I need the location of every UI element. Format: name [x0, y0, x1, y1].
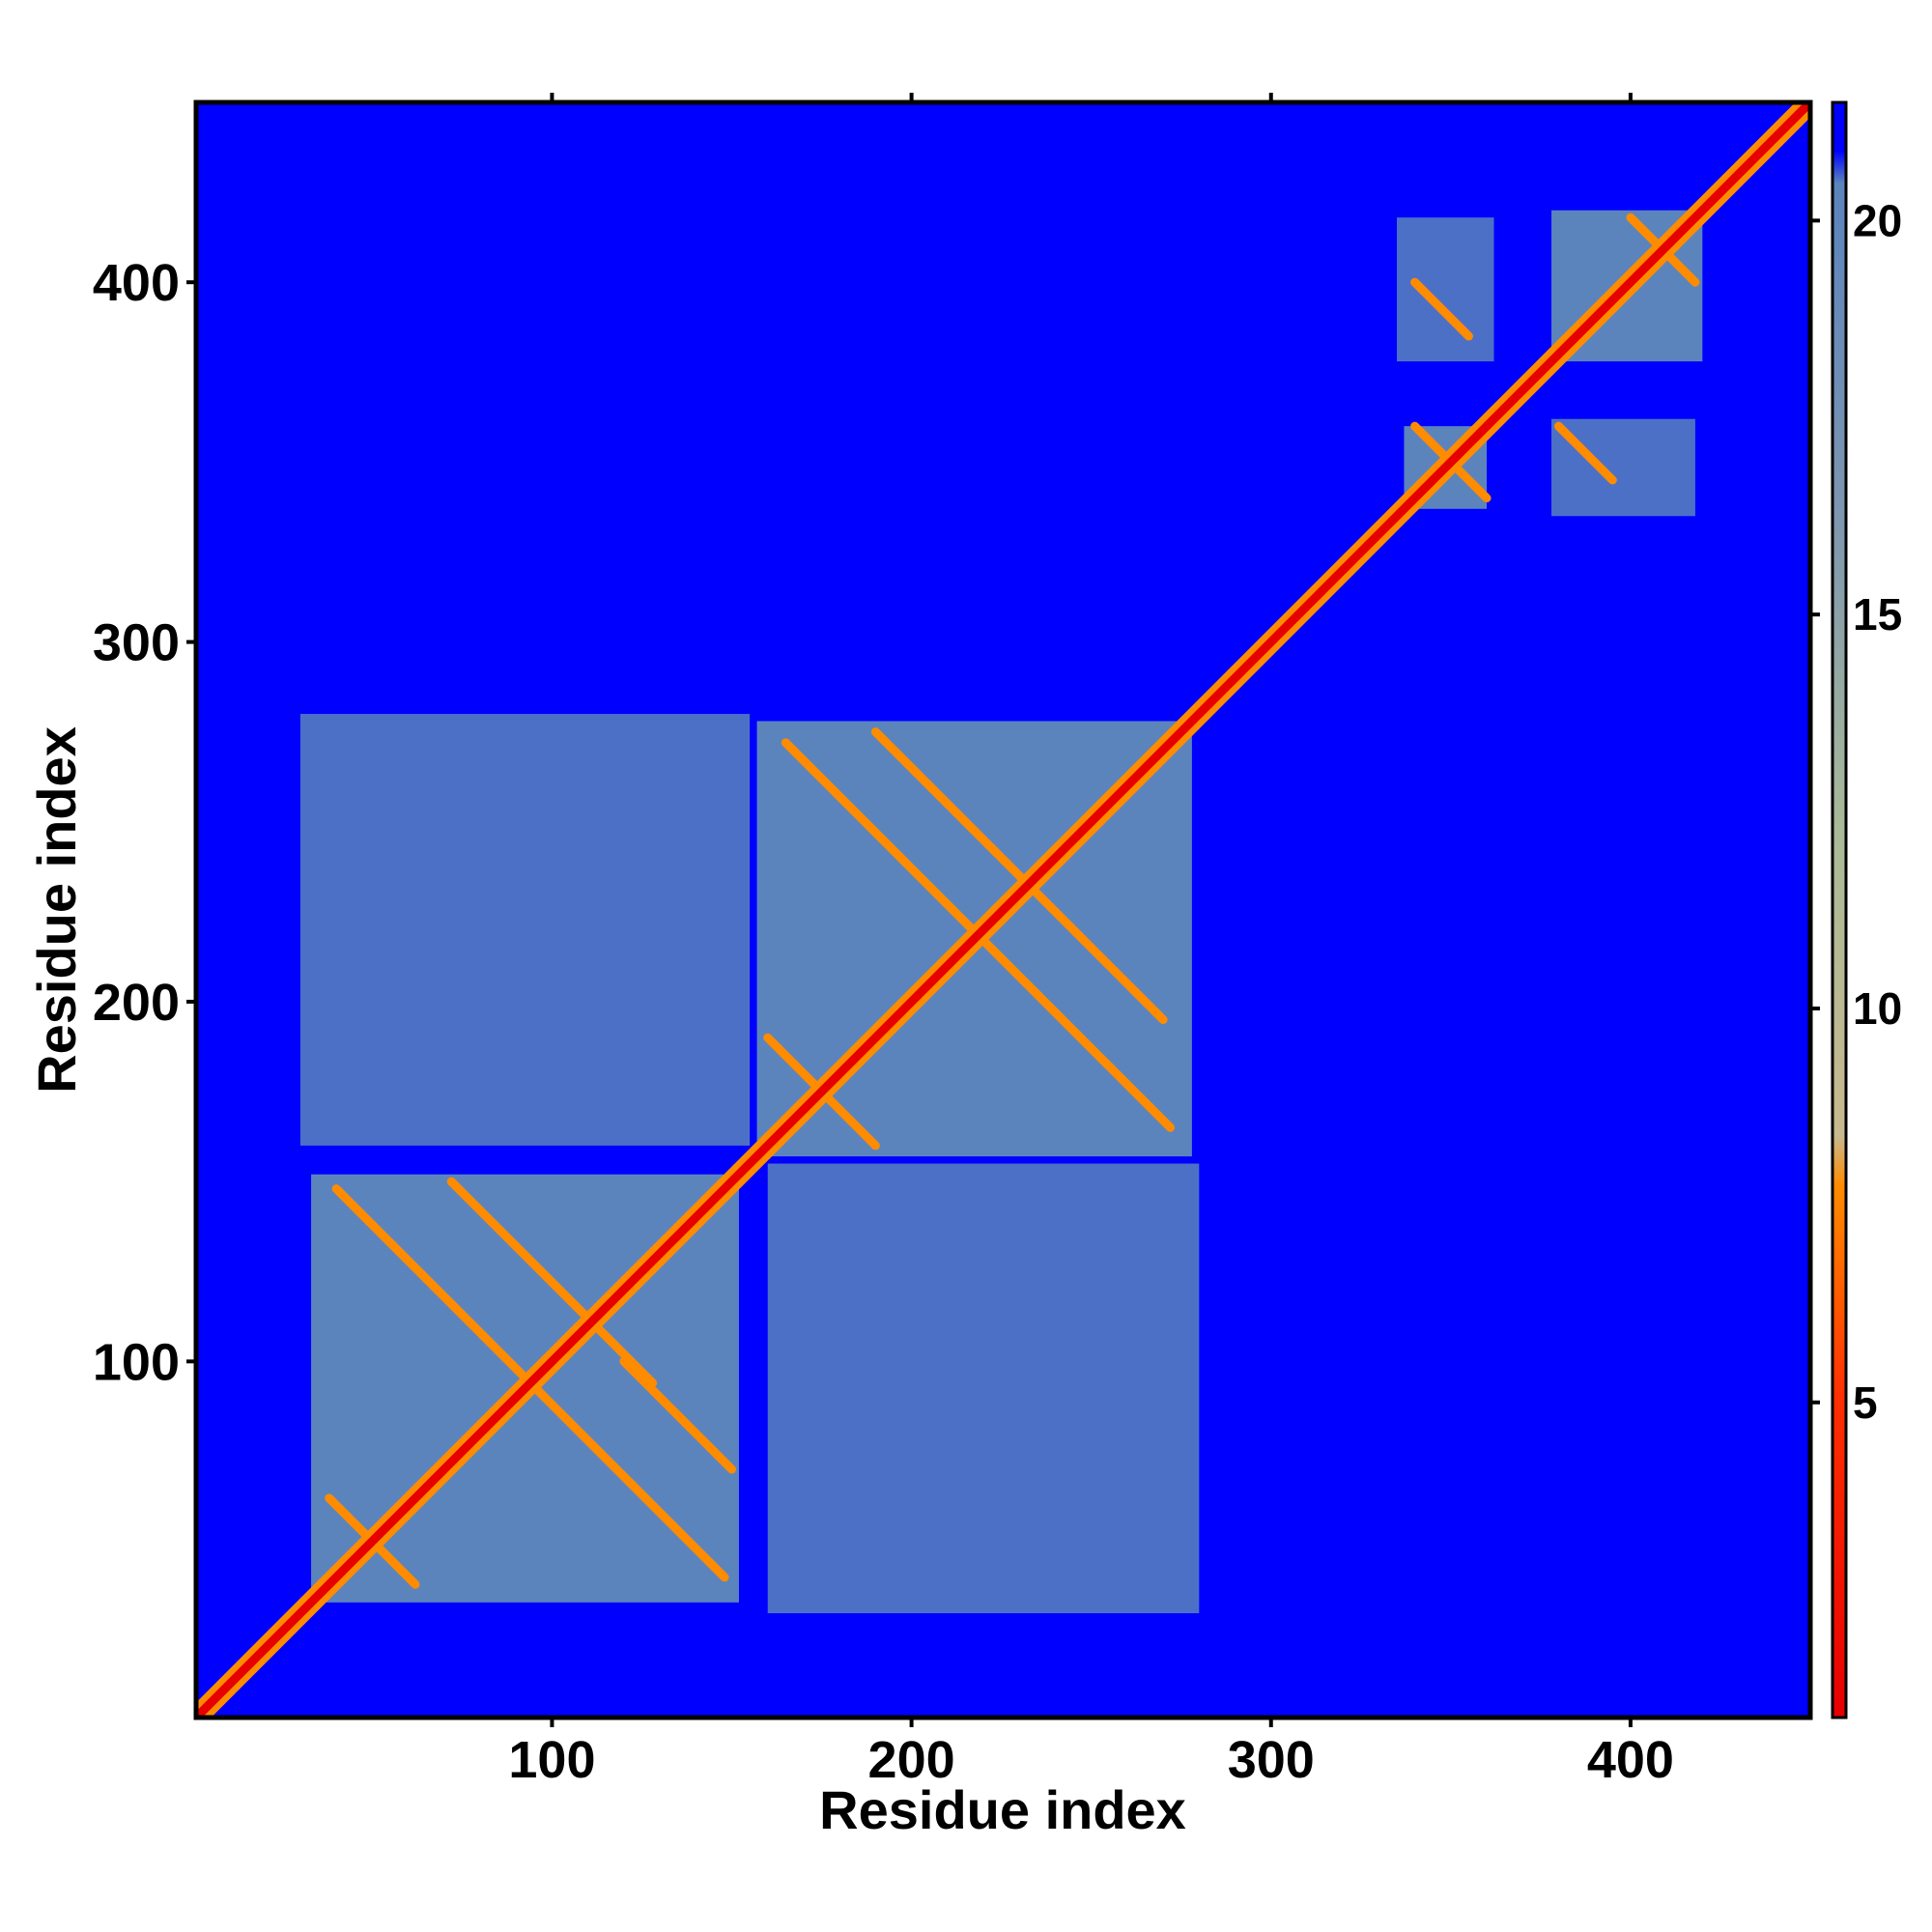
plot-frame — [193, 99, 1813, 1720]
colorbar-tick-label: 15 — [1853, 589, 1902, 639]
x-tick-label: 200 — [868, 1731, 955, 1789]
y-tick-label: 400 — [93, 254, 180, 312]
contact-line — [619, 1356, 737, 1474]
colorbar: 5 10 15 20 — [1810, 100, 1902, 1719]
colorbar-tick-label: 5 — [1853, 1378, 1878, 1428]
contact-line — [1553, 421, 1617, 485]
plot-area — [193, 99, 1813, 1720]
interdomain-block — [767, 1163, 1200, 1614]
interdomain-block — [299, 714, 751, 1146]
y-tick-label: 100 — [93, 1333, 180, 1391]
interdomain-block — [1551, 418, 1695, 517]
colorbar-scale — [1831, 100, 1848, 1719]
contact-line — [870, 727, 1168, 1025]
interdomain-block — [1397, 217, 1494, 362]
diagonal-line — [196, 102, 1810, 1718]
y-tick-label: 300 — [93, 614, 180, 672]
y-axis-title: Residue index — [26, 726, 87, 1094]
x-tick-label: 100 — [508, 1731, 595, 1789]
x-axis-title: Residue index — [819, 1779, 1186, 1840]
colorbar-tick-label: 10 — [1853, 983, 1902, 1034]
x-tick-label: 400 — [1587, 1731, 1674, 1789]
y-tick-label: 200 — [93, 974, 180, 1032]
colorbar-tick-label: 20 — [1853, 195, 1902, 245]
x-tick-label: 300 — [1228, 1731, 1315, 1789]
contact-line — [446, 1177, 658, 1388]
contact-line — [1410, 277, 1473, 341]
